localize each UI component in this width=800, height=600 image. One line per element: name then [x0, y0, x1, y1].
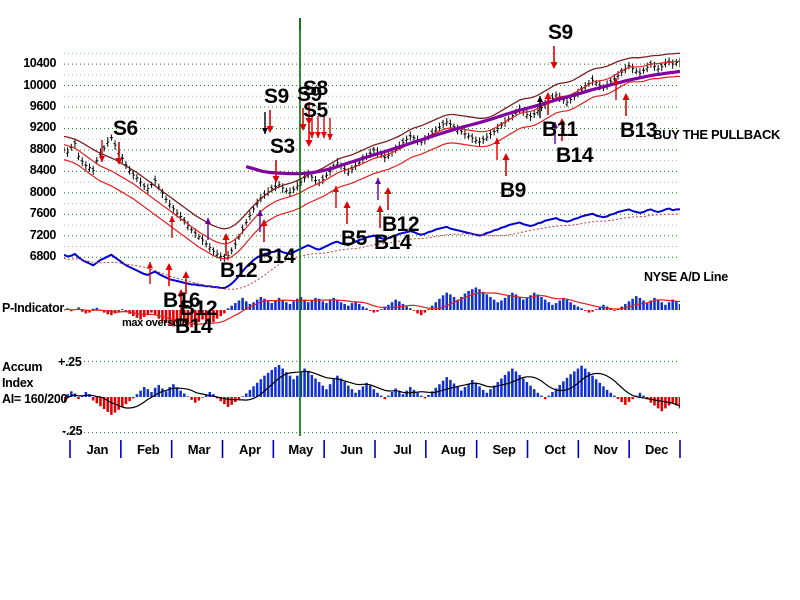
price-axis-label: 8000: [29, 184, 57, 199]
signal-label-s3: S3: [270, 135, 295, 158]
signal-label-s8: S8: [303, 77, 328, 100]
price-axis-label: 8800: [29, 141, 57, 156]
price-axis-label: 9600: [29, 99, 57, 114]
p-indicator-ma-line: [64, 292, 680, 325]
signal-label-b12: B12: [220, 259, 258, 282]
month-label-mar: Mar: [187, 442, 211, 457]
accum-index-ma-line: [64, 370, 680, 409]
price-axis-label: 7200: [29, 227, 57, 242]
accum-bottom-label: -.25: [62, 424, 83, 438]
nyse-ad-line: [64, 207, 680, 289]
signal-label-s9: S9: [548, 21, 573, 44]
signal-label-b14: B14: [258, 245, 296, 268]
signal-label-b14: B14: [374, 231, 412, 254]
accum-label-line1: Accum: [2, 360, 43, 374]
price-axis-label: 9200: [29, 120, 57, 135]
month-label-apr: Apr: [239, 442, 261, 457]
month-label-oct: Oct: [544, 442, 566, 457]
accum-ai-value: AI= 160/200: [2, 392, 68, 406]
signal-label-buy-the-pullback: BUY THE PULLBACK: [653, 127, 781, 142]
month-label-jun: Jun: [340, 442, 363, 457]
ma-slow-line: [64, 52, 680, 230]
month-label-jan: Jan: [86, 442, 109, 457]
signal-label-s9: S9: [297, 83, 322, 106]
price-axis-label: 10400: [23, 56, 56, 71]
max-oversold-label: max oversold: [122, 317, 189, 329]
nyse-ad-line-label: NYSE A/D Line: [644, 270, 728, 284]
signal-label-b12: B12: [180, 297, 218, 320]
month-label-may: May: [288, 442, 314, 457]
signal-arrows: [99, 46, 630, 312]
signal-label-b12: B12: [382, 213, 420, 236]
ma-fast-lower-line: [64, 75, 680, 260]
signal-label-b11: B11: [542, 118, 578, 141]
accum-gridlines: [64, 360, 680, 434]
signal-label-s6: S6: [113, 117, 138, 140]
price-axis-label: 7600: [29, 206, 57, 221]
month-label-nov: Nov: [593, 442, 618, 457]
signal-label-b14: B14: [556, 144, 594, 167]
signal-label-s5: S5: [303, 99, 328, 122]
month-label-jul: Jul: [393, 442, 412, 457]
price-axis-label: 6800: [29, 249, 57, 264]
price-axis-label: 8400: [29, 163, 57, 178]
nyse-ad-ma-line: [64, 213, 680, 290]
price-gridlines: [64, 52, 680, 258]
month-label-dec: Dec: [644, 442, 669, 457]
month-label-aug: Aug: [440, 442, 466, 457]
month-tick-marks: [69, 440, 681, 458]
price-axis-label: 10000: [23, 77, 56, 92]
p-indicator-label: P-Indicator: [2, 301, 64, 315]
signal-label-b16: B16: [163, 289, 201, 312]
signal-label-b5: B5: [341, 227, 367, 250]
accum-label-line2: Index: [2, 376, 34, 390]
signal-label-b14: B14: [175, 315, 213, 338]
p-indicator-bars: [66, 287, 680, 328]
ma-fast-line: [64, 60, 680, 245]
month-label-sep: Sep: [492, 442, 516, 457]
ma-heavy-line: [245, 69, 680, 176]
accum-top-label: +.25: [58, 355, 82, 369]
signal-label-b13: B13: [620, 119, 658, 142]
month-label-feb: Feb: [136, 442, 160, 457]
signal-label-b9: B9: [500, 179, 526, 202]
signal-label-s9: S9: [264, 85, 289, 108]
